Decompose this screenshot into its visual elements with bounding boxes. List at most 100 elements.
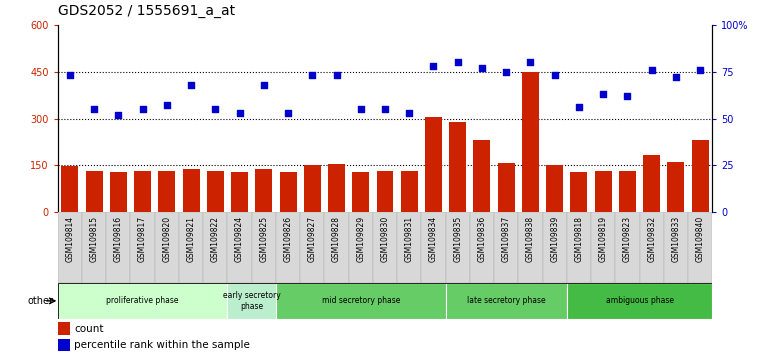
Bar <box>643 155 660 212</box>
Bar <box>546 165 563 212</box>
Bar <box>446 283 567 319</box>
Text: GSM109819: GSM109819 <box>598 216 608 262</box>
Point <box>500 69 512 74</box>
Point <box>451 59 464 65</box>
Text: GSM109835: GSM109835 <box>454 216 462 262</box>
Bar <box>324 212 349 283</box>
Point <box>185 82 197 88</box>
Bar <box>276 283 446 319</box>
Bar <box>497 163 514 212</box>
Bar <box>62 166 79 212</box>
Text: GSM109831: GSM109831 <box>405 216 413 262</box>
Point <box>306 73 319 78</box>
Text: GDS2052 / 1555691_a_at: GDS2052 / 1555691_a_at <box>58 4 235 18</box>
Bar <box>543 212 567 283</box>
Text: GSM109826: GSM109826 <box>283 216 293 262</box>
Text: GSM109823: GSM109823 <box>623 216 632 262</box>
Text: count: count <box>74 324 104 333</box>
Bar <box>664 212 688 283</box>
Bar <box>353 172 370 212</box>
Point <box>330 73 343 78</box>
Bar <box>691 141 708 212</box>
Bar <box>425 117 442 212</box>
Bar <box>474 141 490 212</box>
Point <box>403 110 415 116</box>
Text: GSM109820: GSM109820 <box>162 216 172 262</box>
Bar <box>256 169 273 212</box>
Bar <box>134 171 151 212</box>
Text: GSM109838: GSM109838 <box>526 216 535 262</box>
Bar <box>110 172 127 212</box>
Text: GSM109840: GSM109840 <box>695 216 705 262</box>
Point <box>476 65 488 71</box>
Point <box>621 93 634 99</box>
Bar <box>421 212 446 283</box>
Point <box>112 112 125 118</box>
Point <box>597 91 609 97</box>
Bar <box>567 212 591 283</box>
Point <box>282 110 294 116</box>
Bar <box>594 171 611 212</box>
Bar <box>207 171 224 212</box>
Text: GSM109824: GSM109824 <box>235 216 244 262</box>
Point <box>233 110 246 116</box>
Text: other: other <box>28 296 54 306</box>
Text: GSM109827: GSM109827 <box>308 216 316 262</box>
Bar <box>227 283 276 319</box>
Text: GSM109822: GSM109822 <box>211 216 219 262</box>
Text: GSM109828: GSM109828 <box>332 216 341 262</box>
Bar <box>668 162 685 212</box>
Text: GSM109815: GSM109815 <box>89 216 99 262</box>
Bar <box>58 339 69 351</box>
Bar <box>377 171 393 212</box>
Text: GSM109825: GSM109825 <box>259 216 268 262</box>
Point <box>258 82 270 88</box>
Bar <box>397 212 421 283</box>
Bar <box>400 171 417 212</box>
Bar <box>159 171 176 212</box>
Point <box>427 63 440 69</box>
Point <box>548 73 561 78</box>
Bar <box>615 212 640 283</box>
Point <box>524 59 537 65</box>
Text: late secretory phase: late secretory phase <box>467 296 545 306</box>
Bar <box>106 212 130 283</box>
Text: GSM109817: GSM109817 <box>138 216 147 262</box>
Point <box>379 106 391 112</box>
Point <box>645 67 658 73</box>
Text: GSM109818: GSM109818 <box>574 216 584 262</box>
Bar <box>446 212 470 283</box>
Bar <box>571 172 588 212</box>
Text: GSM109832: GSM109832 <box>647 216 656 262</box>
Point <box>694 67 706 73</box>
Point <box>64 73 76 78</box>
Bar <box>567 283 712 319</box>
Text: ambiguous phase: ambiguous phase <box>605 296 674 306</box>
Bar <box>58 283 227 319</box>
Text: mid secretory phase: mid secretory phase <box>322 296 400 306</box>
Bar <box>349 212 373 283</box>
Text: GSM109834: GSM109834 <box>429 216 438 262</box>
Bar <box>591 212 615 283</box>
Bar <box>280 172 296 212</box>
Text: early secretory
phase: early secretory phase <box>223 291 280 310</box>
Text: percentile rank within the sample: percentile rank within the sample <box>74 340 250 350</box>
Point <box>670 74 682 80</box>
Point <box>355 106 367 112</box>
Bar <box>373 212 397 283</box>
Bar <box>300 212 324 283</box>
Bar <box>155 212 179 283</box>
Bar <box>85 171 102 212</box>
Bar <box>449 122 466 212</box>
Text: proliferative phase: proliferative phase <box>106 296 179 306</box>
Bar <box>179 212 203 283</box>
Bar <box>304 165 321 212</box>
Text: GSM109836: GSM109836 <box>477 216 487 262</box>
Bar <box>82 212 106 283</box>
Bar <box>688 212 712 283</box>
Text: GSM109833: GSM109833 <box>671 216 681 262</box>
Bar <box>203 212 227 283</box>
Bar <box>58 322 69 335</box>
Point <box>573 104 585 110</box>
Point <box>161 103 173 108</box>
